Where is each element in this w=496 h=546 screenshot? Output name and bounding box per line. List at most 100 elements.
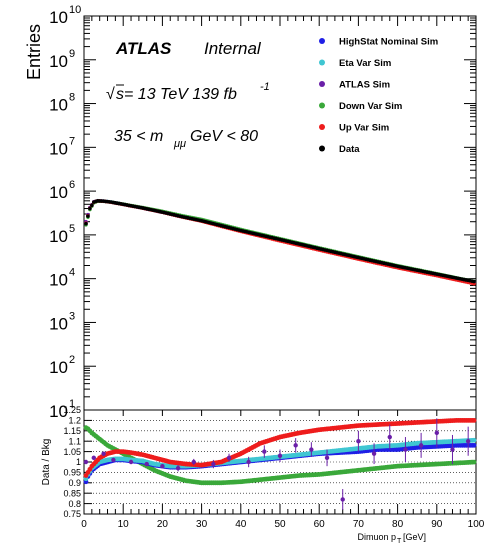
ratio-data-point bbox=[419, 443, 423, 447]
legend: HighStat Nominal Sim Eta Var Sim ATLAS Sim… bbox=[319, 37, 438, 156]
ratio-data-point bbox=[435, 431, 439, 435]
lower-series-group bbox=[84, 418, 477, 510]
ratio-data-point bbox=[472, 418, 477, 423]
lumi-exponent: -1 bbox=[260, 81, 270, 93]
ratio-data-point bbox=[111, 458, 115, 462]
lower-y-tick-label: 0.9 bbox=[68, 478, 81, 488]
lower-y-tick-label: 0.85 bbox=[63, 488, 81, 498]
legend-marker bbox=[319, 60, 325, 66]
upper-y-tick-label: 10 bbox=[49, 227, 68, 246]
upper-plot-frame bbox=[84, 16, 476, 410]
ratio-data-point bbox=[192, 460, 196, 464]
ratio-data-point bbox=[388, 435, 392, 439]
x-axis-title-unit: [GeV] bbox=[403, 532, 426, 542]
upper-y-tick-label: 10 bbox=[49, 271, 68, 290]
x-tick-label: 0 bbox=[81, 519, 87, 530]
legend-label: Data bbox=[339, 144, 360, 155]
ratio-data-point bbox=[211, 462, 215, 466]
upper-y-tick-label: 10 bbox=[49, 139, 68, 158]
ratio-data-point bbox=[227, 456, 231, 460]
ratio-data-point bbox=[176, 466, 180, 470]
x-tick-label: 90 bbox=[431, 519, 443, 530]
x-tick-label: 60 bbox=[314, 519, 326, 530]
legend-marker bbox=[319, 146, 325, 152]
ratio-data-point bbox=[293, 443, 297, 447]
ratio-data-point bbox=[372, 451, 376, 455]
annotation-block: ATLAS Internal √ s= 13 TeV 139 fb -1 35 … bbox=[106, 39, 270, 150]
atlas-label: ATLAS bbox=[115, 39, 172, 58]
upper-y-tick-exponent: 2 bbox=[69, 354, 75, 366]
legend-label: ATLAS Sim bbox=[339, 80, 390, 91]
lower-y-tick-label: 1.2 bbox=[68, 416, 81, 426]
y-axis-title-entries: Entries bbox=[24, 24, 44, 80]
upper-y-tick-label: 10 bbox=[49, 183, 68, 202]
legend-marker bbox=[319, 38, 325, 44]
ratio-data-point bbox=[92, 456, 96, 460]
upper-y-tick-label: 10 bbox=[49, 96, 68, 115]
upper-series-up-var-sim bbox=[84, 199, 476, 285]
upper-y-tick-label: 10 bbox=[49, 358, 68, 377]
ratio-data-point bbox=[450, 447, 454, 451]
ratio-data-point bbox=[278, 454, 282, 458]
x-tick-label: 10 bbox=[118, 519, 130, 530]
y-axis-title-ratio: Data / Bkg bbox=[41, 439, 52, 486]
upper-data-point bbox=[90, 204, 94, 208]
ratio-data-point bbox=[341, 497, 345, 501]
ratio-data-point bbox=[84, 460, 88, 464]
upper-y-tick-exponent: 9 bbox=[69, 48, 75, 60]
ratio-data-point bbox=[325, 456, 329, 460]
x-tick-label: 40 bbox=[235, 519, 247, 530]
ratio-data-point bbox=[472, 438, 477, 443]
lower-y-tick-label: 1.15 bbox=[63, 426, 81, 436]
ratio-data-point bbox=[129, 460, 133, 464]
legend-marker bbox=[319, 81, 325, 87]
upper-data-point bbox=[84, 222, 88, 226]
mass-range-left: 35 < m bbox=[114, 128, 163, 145]
ratio-data-point bbox=[101, 451, 105, 455]
upper-y-tick-exponent: 7 bbox=[69, 135, 75, 147]
upper-y-tick-label: 10 bbox=[49, 314, 68, 333]
energy-lumi-label: s= 13 TeV 139 fb bbox=[116, 86, 237, 103]
legend-label: Up Var Sim bbox=[339, 123, 389, 134]
lower-y-tick-label: 1.1 bbox=[68, 436, 81, 446]
x-tick-label: 70 bbox=[353, 519, 365, 530]
x-tick-label: 50 bbox=[274, 519, 286, 530]
ratio-data-point bbox=[160, 464, 164, 468]
upper-y-tick-exponent: 6 bbox=[69, 179, 75, 191]
sqrt-symbol: √ bbox=[106, 86, 115, 103]
ratio-data-point bbox=[472, 443, 477, 448]
x-axis-title-subscript: T bbox=[397, 538, 402, 545]
x-axis-title-main: Dimuon p bbox=[357, 532, 396, 542]
x-tick-label: 20 bbox=[157, 519, 169, 530]
upper-y-tick-exponent: 4 bbox=[69, 267, 75, 279]
upper-data-point bbox=[86, 214, 90, 218]
upper-series-group bbox=[84, 199, 476, 286]
ratio-data-point bbox=[145, 462, 149, 466]
ratio-data-point bbox=[246, 460, 250, 464]
upper-y-tick-label: 10 bbox=[49, 52, 68, 71]
x-tick-label: 30 bbox=[196, 519, 208, 530]
lower-y-tick-label: 1.25 bbox=[63, 405, 81, 415]
ratio-data-point bbox=[472, 460, 477, 465]
ratio-data-point bbox=[262, 449, 266, 453]
x-tick-label: 80 bbox=[392, 519, 404, 530]
legend-label: HighStat Nominal Sim bbox=[339, 37, 438, 48]
upper-y-tick-exponent: 5 bbox=[69, 223, 75, 235]
upper-y-tick-exponent: 8 bbox=[69, 92, 75, 104]
legend-marker bbox=[319, 103, 325, 109]
ratio-data-point bbox=[309, 447, 313, 451]
ratio-data-point bbox=[356, 439, 360, 443]
ratio-data-point bbox=[466, 439, 470, 443]
lower-y-tick-label: 0.75 bbox=[63, 509, 81, 519]
legend-label: Eta Var Sim bbox=[339, 58, 391, 69]
upper-y-tick-label: 10 bbox=[49, 8, 68, 27]
internal-label: Internal bbox=[204, 39, 262, 58]
x-axis-title: Dimuon p T [GeV] bbox=[357, 532, 426, 545]
upper-data-point bbox=[88, 207, 92, 211]
lower-y-tick-label: 0.95 bbox=[63, 468, 81, 478]
mass-range-right: GeV < 80 bbox=[190, 128, 258, 145]
upper-data-point bbox=[472, 280, 476, 284]
